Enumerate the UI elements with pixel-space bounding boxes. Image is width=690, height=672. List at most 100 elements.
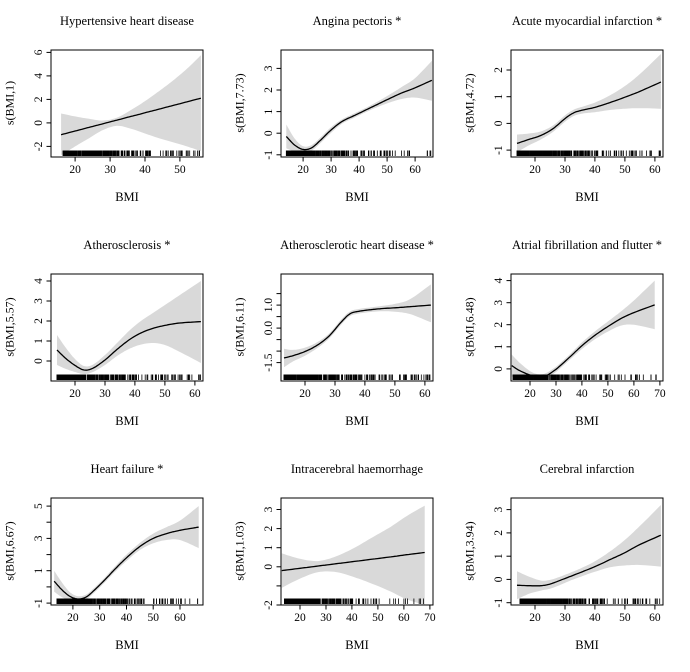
rug-ticks [56,374,202,380]
plot-area: 20 30 40 50 60 3 2 1 0 -1 [263,49,434,176]
y-tick-label: 2 [493,322,505,328]
smooth-curve [283,304,431,359]
x-tick-label: 40 [589,164,601,176]
rug-ticks [284,598,425,604]
panel-hypertensive-heart-disease: Hypertensive heart disease s(BMI,1) 20 30… [0,0,230,224]
y-tick-label: 0 [263,564,275,570]
plot-area: 20 30 40 50 60 4 3 2 1 0 [33,273,204,400]
panel-title: Atrial fibrillation and flutter * [512,238,662,252]
x-tick-label: 40 [359,388,371,400]
y-tick-label: 1.0 [263,298,275,313]
y-tick-label: 4 [33,73,45,79]
confidence-band [54,506,199,602]
x-axis-label: BMI [575,190,599,204]
plot-box [280,49,434,158]
y-tick-label: -2 [33,141,45,151]
x-tick-label: 60 [174,612,186,624]
y-tick-label: 3 [263,65,275,71]
x-tick-label: 30 [94,612,106,624]
x-axis-label: BMI [345,638,369,652]
x-tick-label: 30 [329,388,341,400]
x-tick-label: 20 [69,388,81,400]
panel-title: Acute myocardial infarction * [511,14,663,28]
plot-area: 20 30 40 50 60 3 2 1 0 -1 [493,497,664,624]
x-axis-label: BMI [575,414,599,428]
confidence-band [57,281,201,374]
plot-area: 20 30 40 50 60 2 1 0 -1 [493,49,664,176]
y-tick-label: 4 [493,277,505,283]
plot-box [50,273,204,382]
confidence-band [61,55,201,156]
panel-intracerebral-haemorrhage: Intracerebral haemorrhage s(BMI,1.03) 20… [230,448,460,672]
x-tick-label: 50 [147,612,159,624]
panel-title: Hypertensive heart disease [60,14,194,28]
x-tick-label: 40 [139,164,151,176]
x-tick-label: 70 [424,612,436,624]
y-tick-label: 3 [493,300,505,306]
y-tick-label: 2 [263,525,275,531]
x-tick-label: 50 [619,612,631,624]
y-tick-label: 0.0 [263,321,275,336]
x-axis-label: BMI [575,638,599,652]
smooth-curve [511,304,655,378]
x-tick-label: 30 [559,164,571,176]
x-tick-label: 50 [174,164,186,176]
confidence-band [517,54,661,153]
x-tick-label: 30 [99,388,111,400]
x-tick-label: 20 [299,388,311,400]
y-tick-label: 4 [33,278,45,284]
y-tick-label: -1 [263,150,275,160]
panel-title: Intracerebral haemorrhage [290,462,424,476]
rug-ticks [62,150,200,156]
y-tick-label: 3 [33,535,45,541]
y-tick-label: 0 [493,120,505,126]
x-tick-label: 40 [353,164,365,176]
panel-acute-myocardial-infarction: Acute myocardial infarction * s(BMI,4.72… [460,0,690,224]
x-tick-label: 20 [529,164,541,176]
y-tick-label: 2 [493,530,505,536]
rug-ticks [285,150,432,156]
x-tick-label: 30 [325,164,337,176]
smooth-curve [285,79,433,151]
y-tick-label: 2 [493,67,505,73]
rug-ticks [519,598,661,604]
smooth-curve [516,534,662,587]
x-tick-label: 30 [559,612,571,624]
plot-box [510,49,664,158]
panel-atherosclerosis: Atherosclerosis * s(BMI,5.57) 20 30 40 50 60… [0,224,230,448]
x-tick-label: 30 [550,388,562,400]
smooth-curve [60,97,202,136]
y-tick-label: 0 [493,576,505,582]
y-tick-label: 2 [263,87,275,93]
y-tick-label: 0 [33,120,45,126]
y-tick-label: -1 [493,145,505,155]
y-tick-label: 1 [493,344,505,350]
confidence-band [511,280,655,380]
panel-heart-failure: Heart failure * s(BMI,6.67) 20 30 40 50 60 5 3… [0,448,230,672]
y-tick-label: -1 [33,598,45,608]
rug-ticks [512,374,657,380]
x-tick-label: 40 [121,612,133,624]
confidence-band [284,284,431,368]
x-tick-label: 60 [409,164,421,176]
x-tick-label: 40 [129,388,141,400]
y-tick-label: 1 [493,553,505,559]
plot-box [280,497,434,606]
x-tick-label: 60 [189,388,201,400]
y-tick-label: 1 [263,545,275,551]
x-tick-label: 60 [398,612,410,624]
y-tick-label: 1 [263,108,275,114]
panel-atrial-fibrillation-and-flutter: Atrial fibrillation and flutter * s(BMI,… [460,224,690,448]
rug-ticks [56,598,199,604]
confidence-band [517,505,661,600]
x-tick-label: 20 [529,612,541,624]
x-axis-label: BMI [115,414,139,428]
y-tick-label: 1 [33,568,45,574]
y-tick-label: -2 [263,600,275,610]
panel-title: Cerebral infarction [539,462,635,476]
x-tick-label: 30 [104,164,116,176]
x-tick-label: 70 [654,388,666,400]
y-tick-label: 3 [493,506,505,512]
